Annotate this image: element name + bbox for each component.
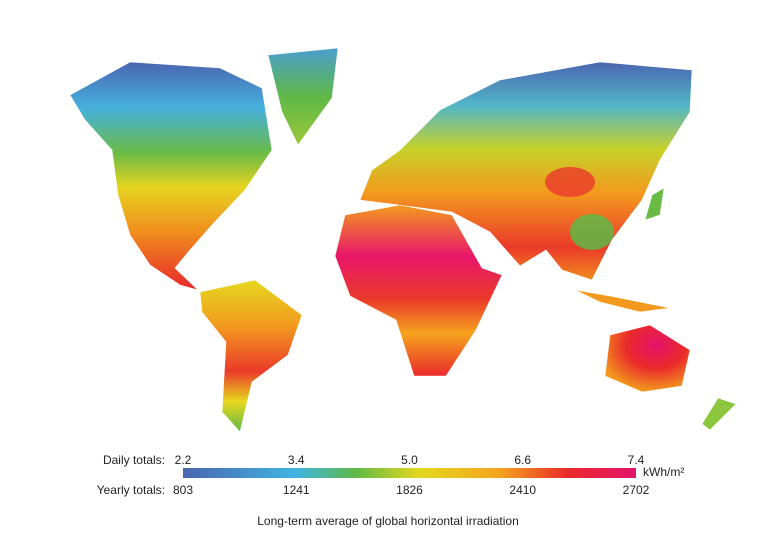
daily-tick: 5.0 [401, 453, 418, 467]
unit: kWh/m² [643, 465, 684, 479]
china-lowland [570, 214, 614, 250]
tick-labels: 2.2 3.4 5.0 6.6 7.4 803 1241 1826 2410 2702 [173, 453, 650, 497]
new-zealand [701, 397, 737, 431]
greenland [267, 47, 339, 146]
yearly-tick: 1241 [283, 483, 310, 497]
japan [644, 187, 665, 221]
daily-tick: 6.6 [514, 453, 531, 467]
daily-tick: 7.4 [628, 453, 645, 467]
australia [604, 324, 691, 393]
mongolia-hotspot [545, 167, 595, 197]
africa [334, 204, 503, 377]
world-map [69, 47, 737, 433]
caption: Long-term average of global horizontal i… [257, 514, 519, 528]
daily-label: Daily totals: [103, 453, 165, 467]
indonesia [574, 289, 671, 313]
daily-tick: 2.2 [175, 453, 192, 467]
yearly-label: Yearly totals: [97, 483, 165, 497]
daily-tick: 3.4 [288, 453, 305, 467]
yearly-tick: 803 [173, 483, 193, 497]
yearly-tick: 2702 [623, 483, 650, 497]
legend: Daily totals: Yearly totals: kWh/m² 2.2 3… [97, 453, 685, 497]
color-scale [183, 468, 636, 478]
north-america [69, 61, 273, 291]
south-america [199, 279, 303, 433]
yearly-tick: 1826 [396, 483, 423, 497]
yearly-tick: 2410 [509, 483, 536, 497]
